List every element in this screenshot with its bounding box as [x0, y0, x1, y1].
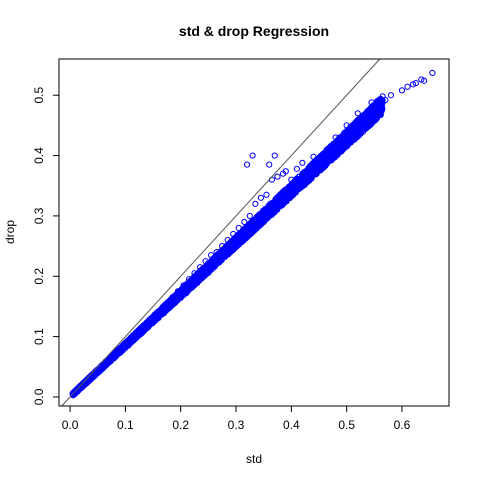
points-layer: [69, 69, 436, 399]
data-point: [248, 223, 255, 231]
data-point: [348, 125, 355, 132]
data-point: [225, 248, 232, 256]
data-point: [354, 127, 361, 134]
data-point: [192, 276, 199, 283]
data-point: [343, 130, 350, 137]
data-point: [122, 342, 129, 349]
data-point: [372, 108, 380, 116]
data-point: [257, 215, 264, 222]
data-point: [306, 177, 313, 184]
data-point: [241, 226, 249, 233]
data-point: [152, 314, 159, 322]
data-point: [268, 201, 275, 208]
data-point: [279, 189, 286, 197]
data-point: [200, 270, 207, 277]
data-point: [351, 122, 358, 129]
data-point: [325, 149, 332, 156]
data-point: [232, 240, 239, 248]
data-point: [298, 174, 305, 182]
data-point: [258, 209, 265, 216]
data-point: [360, 115, 367, 122]
data-point: [105, 356, 112, 363]
data-point: [183, 282, 190, 290]
data-point: [342, 140, 349, 148]
data-point: [195, 273, 202, 280]
data-point: [368, 119, 375, 126]
data-point: [297, 184, 304, 191]
data-point: [265, 210, 272, 217]
chart-title: std & drop Regression: [179, 23, 329, 39]
data-point: [360, 125, 367, 132]
data-point: [195, 275, 202, 282]
data-point: [287, 182, 295, 189]
